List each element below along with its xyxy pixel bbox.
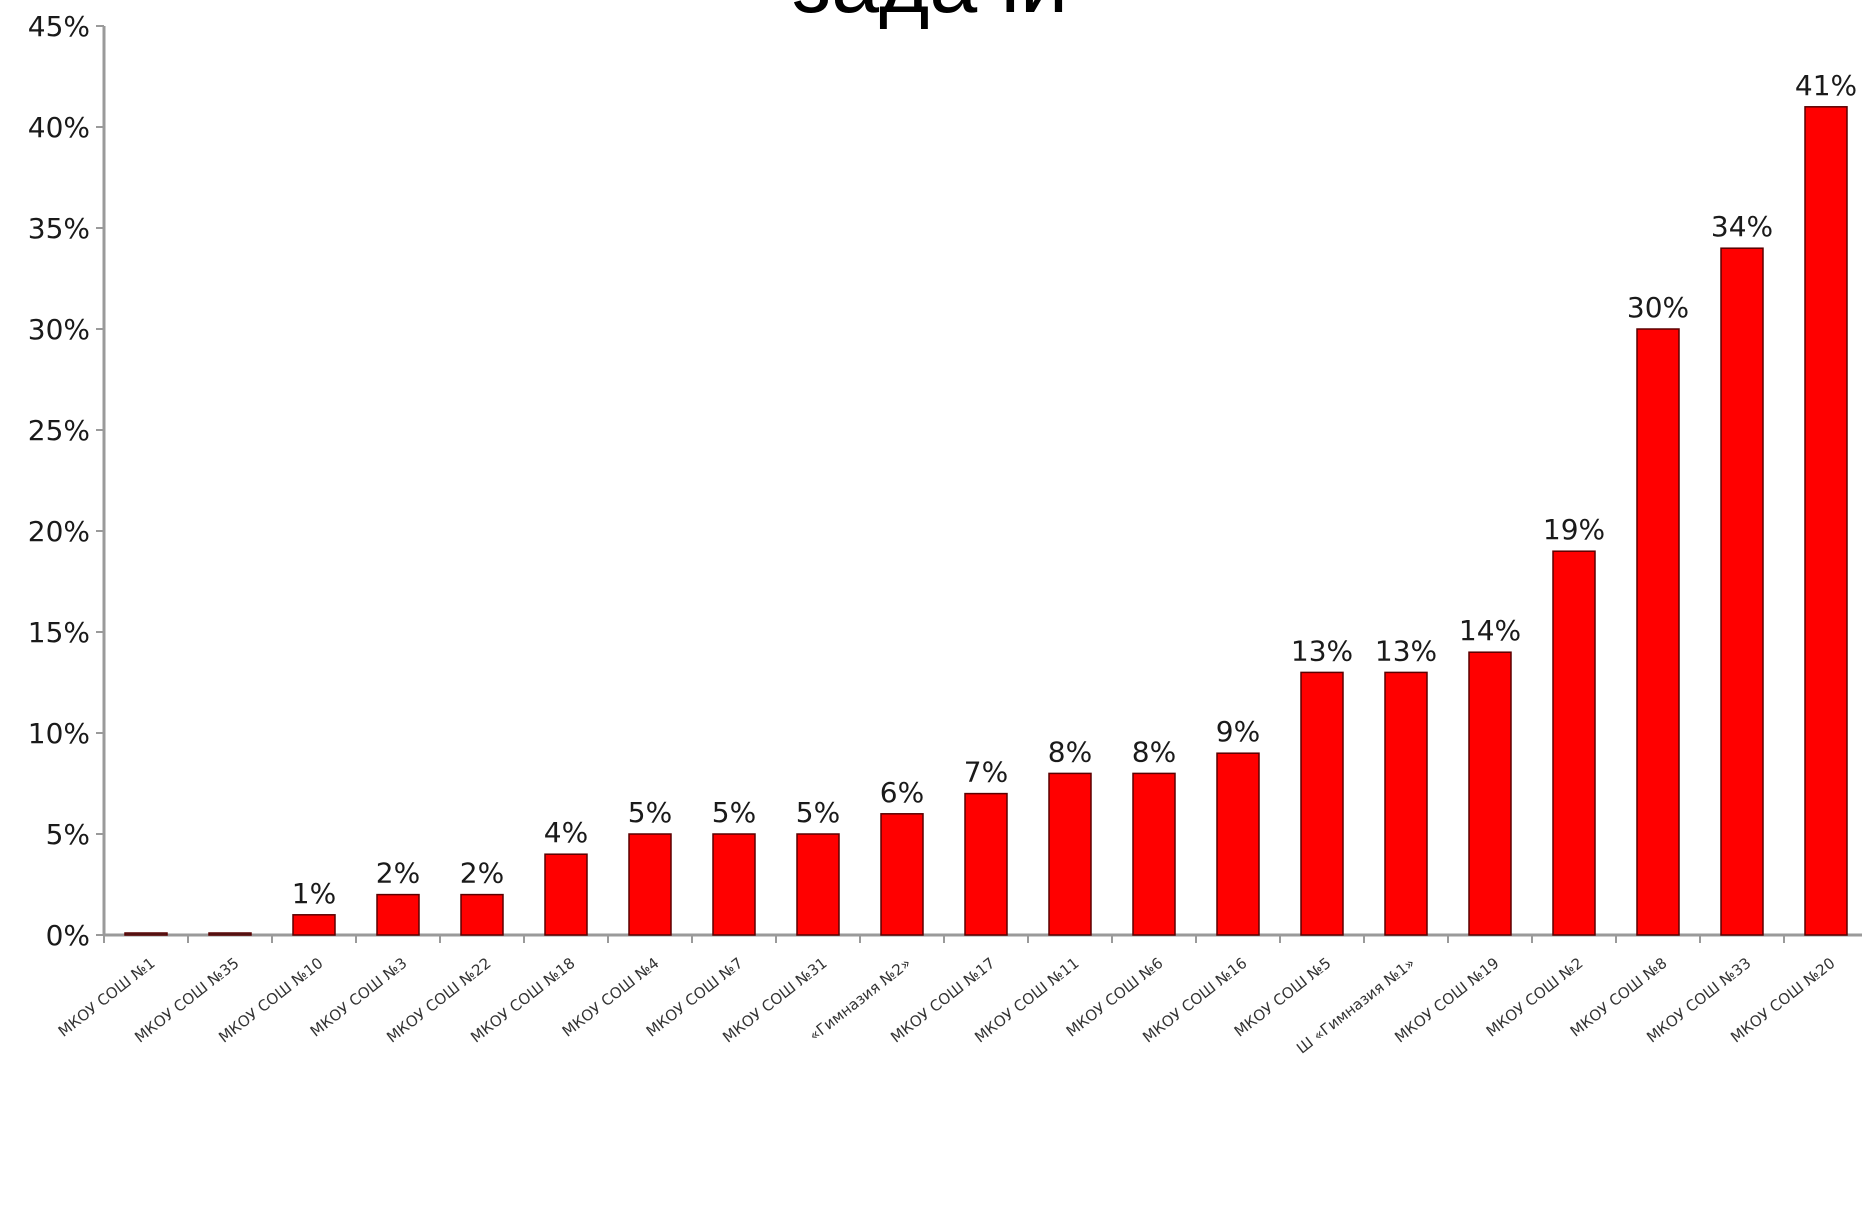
data-label: 13% [1291, 634, 1353, 667]
y-tick-label: 45% [28, 10, 90, 43]
bar [1048, 772, 1092, 936]
bar [1132, 772, 1176, 936]
bar [1300, 671, 1344, 936]
bar [964, 792, 1008, 936]
bar [1468, 651, 1512, 936]
data-label: 8% [1132, 735, 1176, 768]
data-label: 5% [796, 796, 840, 829]
data-label: 41% [1795, 69, 1857, 102]
bar [1384, 671, 1428, 936]
y-tick-label: 40% [28, 111, 90, 144]
y-tick-label: 15% [28, 616, 90, 649]
bar [1552, 550, 1596, 936]
chart-title: задачи [792, 0, 1068, 31]
y-tick-label: 20% [28, 515, 90, 548]
bar [1216, 752, 1260, 936]
data-label: 13% [1375, 634, 1437, 667]
bars [124, 106, 1848, 936]
data-label: 30% [1627, 291, 1689, 324]
data-label: 5% [628, 796, 672, 829]
bar [1720, 247, 1764, 936]
bar [544, 853, 588, 936]
y-tick-label: 5% [46, 818, 90, 851]
y-axis-ticks: 0% 5% 10% 15% 20% 25% 30% 35% 40% 45% [28, 10, 1785, 952]
bar [880, 813, 924, 936]
data-label: 2% [376, 857, 420, 890]
y-tick-label: 35% [28, 212, 90, 245]
y-tick-label: 25% [28, 414, 90, 447]
bar [460, 893, 504, 936]
data-label: 19% [1543, 513, 1605, 546]
y-tick-label: 10% [28, 717, 90, 750]
data-label: 6% [880, 776, 924, 809]
bar [208, 932, 252, 936]
bar [628, 833, 672, 936]
data-label: 34% [1711, 210, 1773, 243]
bar [376, 893, 420, 936]
data-label: 8% [1048, 735, 1092, 768]
bar [712, 833, 756, 936]
data-label: 1% [292, 877, 336, 910]
data-labels: 1% 2% 2% 4% 5% 5% 5% 6% 7% 8% 8% 9% 13% 13% 14% 19% 30% 3… [292, 69, 1857, 910]
data-label: 7% [964, 756, 1008, 789]
bar [124, 932, 168, 936]
bar [1636, 328, 1680, 936]
bar [796, 833, 840, 936]
data-label: 4% [544, 816, 588, 849]
bar [1804, 106, 1848, 936]
y-tick-label: 30% [28, 313, 90, 346]
data-label: 2% [460, 857, 504, 890]
bar [292, 914, 336, 936]
data-label: 5% [712, 796, 756, 829]
y-tick-label: 0% [46, 919, 90, 952]
data-label: 14% [1459, 614, 1521, 647]
data-label: 9% [1216, 715, 1260, 748]
